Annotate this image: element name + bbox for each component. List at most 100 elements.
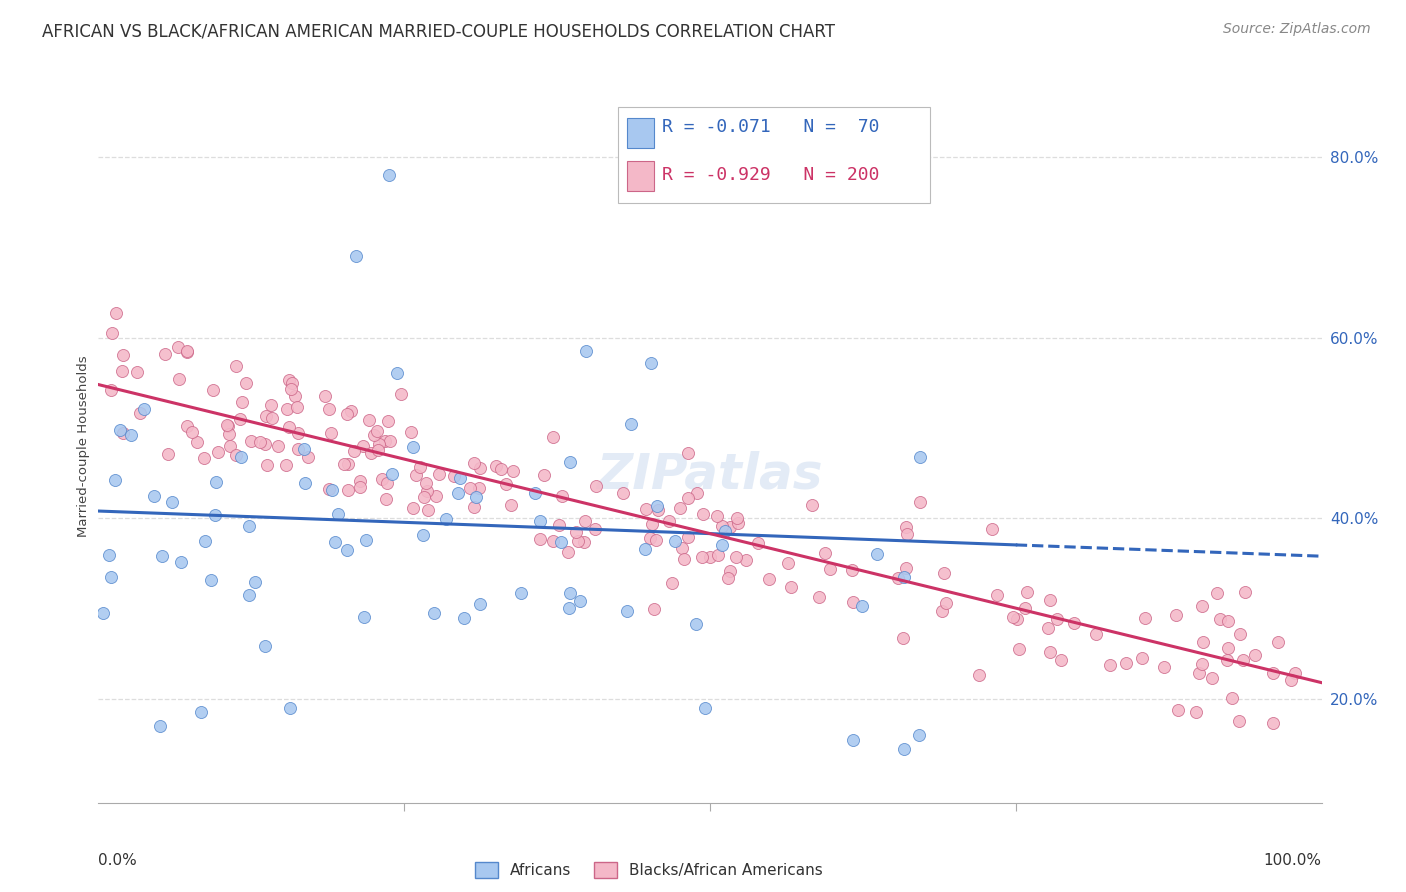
Point <box>367 443 389 458</box>
Point <box>634 541 657 556</box>
Point <box>776 556 799 570</box>
Point <box>1243 648 1265 663</box>
Point <box>714 524 737 538</box>
Point <box>326 507 349 521</box>
Point <box>434 512 457 526</box>
Point <box>574 344 596 359</box>
Point <box>190 706 212 720</box>
Point <box>1167 703 1189 717</box>
Point <box>112 349 135 363</box>
Point <box>349 474 371 488</box>
Point <box>645 499 668 513</box>
Point <box>1002 610 1025 624</box>
Point <box>711 538 734 552</box>
Point <box>120 428 142 442</box>
Point <box>1085 626 1108 640</box>
FancyBboxPatch shape <box>619 107 931 203</box>
Point <box>550 535 572 549</box>
Point <box>1191 599 1213 614</box>
Point <box>529 514 551 528</box>
Point <box>907 728 929 742</box>
Point <box>243 575 266 590</box>
Point <box>558 455 581 469</box>
Point <box>429 467 451 481</box>
Point <box>1132 650 1154 665</box>
Point <box>612 486 634 500</box>
Point <box>1192 635 1215 649</box>
Point <box>669 501 692 516</box>
Point <box>1218 614 1240 628</box>
Point <box>818 562 841 576</box>
Point <box>1014 601 1036 615</box>
Point <box>238 588 260 602</box>
Point <box>277 420 299 434</box>
Point <box>254 437 277 451</box>
Point <box>402 500 425 515</box>
Point <box>616 604 638 618</box>
Point <box>111 364 134 378</box>
Point <box>1135 611 1157 625</box>
Point <box>758 572 780 586</box>
Point <box>468 598 491 612</box>
Point <box>647 502 669 516</box>
Point <box>1267 634 1289 648</box>
Point <box>1263 666 1285 681</box>
Point <box>240 434 263 448</box>
Point <box>808 590 831 604</box>
Point <box>170 555 193 569</box>
Point <box>294 475 316 490</box>
Point <box>699 549 721 564</box>
Point <box>910 495 932 509</box>
Point <box>202 384 225 398</box>
Point <box>260 399 283 413</box>
Legend: Africans, Blacks/African Americans: Africans, Blacks/African Americans <box>468 856 830 884</box>
Point <box>100 570 122 584</box>
Point <box>932 566 955 580</box>
Point <box>93 606 115 620</box>
Point <box>207 445 229 459</box>
Point <box>710 519 733 533</box>
Text: Source: ZipAtlas.com: Source: ZipAtlas.com <box>1223 22 1371 37</box>
Point <box>344 249 367 263</box>
Point <box>249 435 271 450</box>
Point <box>727 516 749 531</box>
Point <box>501 498 523 512</box>
Point <box>1206 586 1229 600</box>
Point <box>405 468 427 483</box>
Point <box>446 485 468 500</box>
Point <box>558 585 581 599</box>
Point <box>149 719 172 733</box>
Point <box>280 383 302 397</box>
Point <box>557 545 579 559</box>
Point <box>541 534 564 549</box>
Point <box>1201 671 1223 685</box>
Point <box>706 508 728 523</box>
Point <box>415 475 437 490</box>
Point <box>321 483 343 497</box>
Point <box>1008 641 1031 656</box>
Point <box>510 586 533 600</box>
Point <box>142 488 165 502</box>
Point <box>292 442 315 456</box>
Point <box>375 491 398 506</box>
Point <box>422 606 444 620</box>
Point <box>1261 716 1284 731</box>
Point <box>1153 660 1175 674</box>
Point <box>557 601 579 615</box>
Point <box>980 522 1002 536</box>
Point <box>718 520 741 534</box>
Point <box>676 446 699 460</box>
Point <box>1115 656 1137 670</box>
Point <box>371 472 394 486</box>
Point <box>1215 652 1237 666</box>
Point <box>676 530 699 544</box>
Point <box>664 533 686 548</box>
Point <box>287 426 309 441</box>
Point <box>533 467 555 482</box>
Point <box>1046 612 1069 626</box>
Point <box>278 373 301 387</box>
Point <box>1227 714 1250 728</box>
Point <box>215 418 238 433</box>
Point <box>458 481 481 495</box>
Y-axis label: Married-couple Households: Married-couple Households <box>77 355 90 537</box>
